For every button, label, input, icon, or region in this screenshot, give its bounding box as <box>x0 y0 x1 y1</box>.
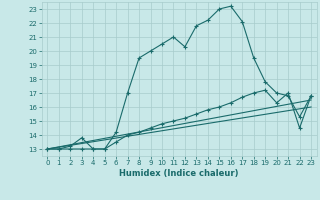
X-axis label: Humidex (Indice chaleur): Humidex (Indice chaleur) <box>119 169 239 178</box>
